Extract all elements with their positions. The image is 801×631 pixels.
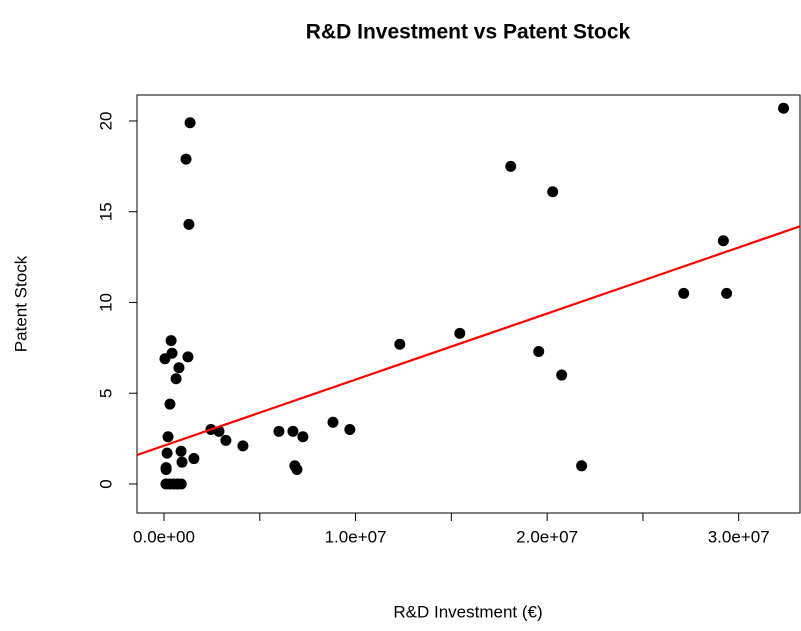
- point: [180, 153, 192, 165]
- point: [273, 425, 285, 437]
- y-tick-label: 15: [96, 202, 115, 221]
- point: [176, 456, 188, 468]
- point: [237, 440, 249, 452]
- point: [183, 218, 195, 230]
- point: [162, 431, 174, 443]
- chart-title: R&D Investment vs Patent Stock: [306, 21, 631, 44]
- point: [165, 335, 177, 347]
- y-tick-label: 10: [96, 293, 115, 312]
- point: [164, 398, 176, 410]
- point: [344, 424, 356, 436]
- point: [505, 160, 517, 172]
- x-tick-label: 0.0e+00: [133, 527, 195, 546]
- point: [778, 102, 790, 114]
- point: [454, 327, 466, 339]
- point: [175, 478, 187, 490]
- point: [291, 463, 303, 475]
- point: [327, 416, 339, 428]
- point: [297, 431, 309, 443]
- point: [160, 463, 172, 475]
- point: [220, 434, 232, 446]
- point: [556, 369, 568, 381]
- point: [170, 373, 182, 385]
- point: [721, 287, 733, 299]
- trend-line: [137, 225, 800, 457]
- point: [287, 425, 299, 437]
- point: [173, 362, 185, 374]
- y-tick-label: 0: [96, 479, 115, 488]
- plot-frame: [136, 94, 801, 514]
- point: [533, 345, 545, 357]
- x-tick-label: 3.0e+07: [708, 527, 770, 546]
- point: [182, 351, 194, 363]
- point: [166, 347, 178, 359]
- point: [547, 186, 559, 198]
- point: [184, 117, 196, 129]
- point: [161, 447, 173, 459]
- point: [717, 235, 729, 247]
- y-tick-label: 5: [96, 388, 115, 397]
- point: [175, 445, 187, 457]
- y-tick-label: 20: [96, 111, 115, 130]
- x-tick-label: 2.0e+07: [516, 527, 578, 546]
- y-axis-label: Patent Stock: [11, 255, 30, 352]
- x-tick-label: 1.0e+07: [325, 527, 387, 546]
- x-axis-label: R&D Investment (€): [393, 602, 542, 621]
- point: [394, 338, 406, 350]
- point: [188, 453, 200, 465]
- point: [678, 287, 690, 299]
- point: [576, 460, 588, 472]
